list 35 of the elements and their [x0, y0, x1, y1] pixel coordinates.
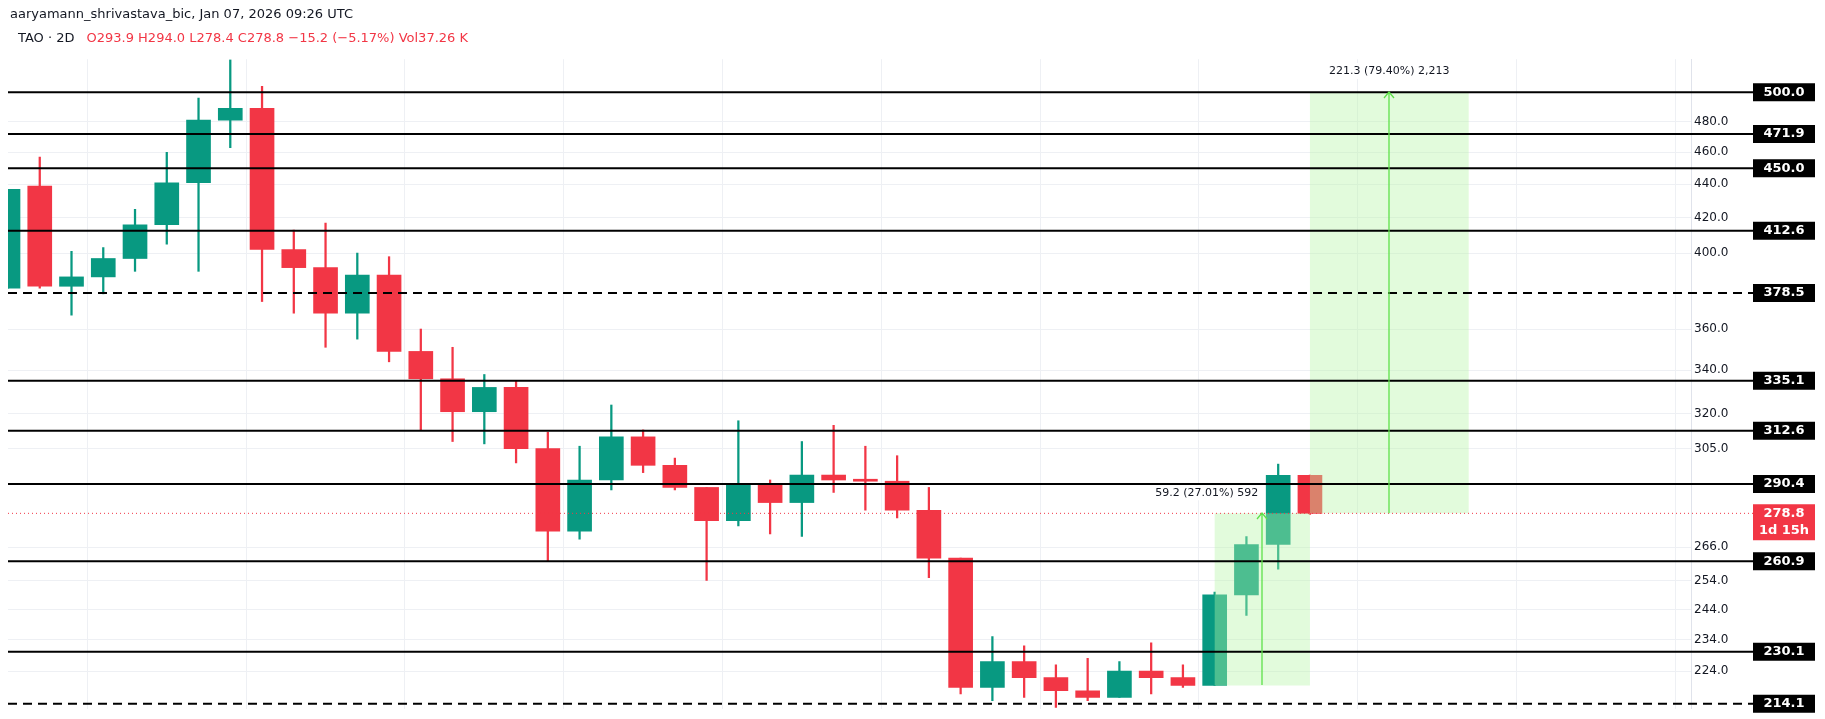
- y-tick-label: 420.0: [1694, 210, 1729, 225]
- chart-subtitle: O293.9 H294.0 L278.4 C278.8 −15.2 (−5.17%) Vol37.26 K: [86, 30, 468, 45]
- ref-line-label: 230.1: [1763, 643, 1805, 659]
- ref-line-label: 312.6: [1763, 422, 1805, 438]
- ref-line-label: 378.5: [1763, 284, 1805, 300]
- ref-line-label: 471.9: [1763, 125, 1805, 141]
- y-tick-label: 224.0: [1694, 663, 1729, 678]
- text: 1d 15h: [1758, 521, 1810, 537]
- y-tick-label: 340.0: [1694, 362, 1729, 377]
- y-tick-label: 234.0: [1694, 631, 1729, 646]
- y-tick-label: 480.0: [1694, 113, 1729, 128]
- y-tick-label: 254.0: [1694, 572, 1729, 587]
- candlestick: [853, 445, 878, 511]
- ref-line-label: 412.6: [1763, 222, 1805, 238]
- y-tick-label: 460.0: [1694, 144, 1729, 159]
- y-tick-label: 244.0: [1694, 601, 1729, 616]
- chart-title: TAO · 2D: [18, 30, 75, 45]
- y-tick-label: 266.0: [1694, 539, 1729, 554]
- band-label: 221.3 (79.40%) 2,213: [1329, 64, 1450, 78]
- y-tick-label: 400.0: [1694, 245, 1729, 260]
- ref-line-label: 214.1: [1763, 695, 1805, 711]
- ref-line-label: 260.9: [1763, 552, 1805, 568]
- y-tick-label: 360.0: [1694, 321, 1729, 336]
- ref-line-label: 290.4: [1763, 475, 1805, 491]
- ref-line-label: 278.8: [1763, 504, 1805, 520]
- candlestick: [59, 250, 84, 316]
- band-label: 59.2 (27.01%) 592: [1155, 485, 1259, 499]
- ref-line-label: 450.0: [1763, 159, 1805, 175]
- text: aaryamann_shrivastava_bic, Jan 07, 2026 09:26 UTC: [9, 5, 354, 23]
- y-tick-label: 320.0: [1694, 406, 1729, 421]
- y-tick-label: 305.0: [1694, 440, 1729, 455]
- ref-line-label: 335.1: [1763, 372, 1805, 388]
- y-tick-label: 440.0: [1694, 176, 1729, 191]
- candlestick: [821, 424, 846, 493]
- ref-line-label: 500.0: [1763, 83, 1805, 99]
